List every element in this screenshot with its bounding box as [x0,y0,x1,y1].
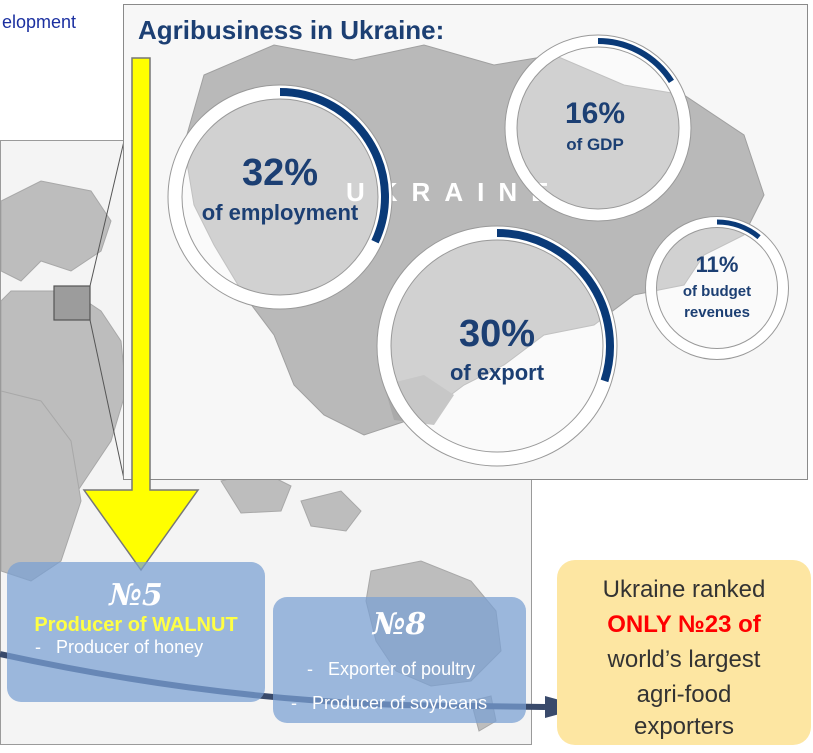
stat-budget-label-2: revenues [684,304,750,321]
ring-arc-gdp [597,38,674,84]
soybeans-item: - Producer of soybeans [291,693,488,713]
stat-export-label: of export [449,360,545,385]
ranking-line-3: world’s largest [607,646,761,673]
honey-item: - Producer of honey [35,637,204,657]
ring-outline-budget [645,216,789,360]
stat-employment-label: of employment [201,200,359,225]
ring-outline-gdp [504,34,692,222]
yellow-arrow [82,57,200,572]
ring-inner-employment [181,98,379,296]
stat-budget-label-1: of budget [682,283,752,300]
poultry-box: №8 - Exporter of poultry - Producer of s… [273,597,526,723]
ukraine-highlight-rect [53,285,91,321]
ring-outline-employment [167,84,393,310]
ring-arc-export [496,229,614,383]
ring-inner-gdp [516,46,680,210]
stat-export-value: 30% [458,313,536,355]
stat-employment-value: 32% [241,152,319,194]
soybeans-item-text: Producer of soybeans [312,693,488,713]
rank-8: №8 [372,607,427,642]
ring-inner-budget [656,227,778,349]
stat-budget-value: 11% [695,252,739,277]
rank-5: №5 [109,578,163,613]
panel-title: Agribusiness in Ukraine: [138,15,445,45]
ring-inner-export [390,239,604,453]
poultry-item: - Exporter of poultry [307,659,476,679]
ring-arc-employment [279,88,389,244]
ranking-line-1: Ukraine ranked [602,576,766,603]
ranking-line-4: agri-food [636,681,732,708]
zoom-line-bottom [89,319,125,480]
honey-item-text: Producer of honey [56,637,204,657]
ranking-box: Ukraine ranked ONLY №23 of world’s large… [557,560,811,745]
walnut-headline: Producer of WALNUT [34,614,238,636]
poultry-item-text: Exporter of poultry [328,659,476,679]
stat-gdp-value: 16% [564,97,626,130]
ranking-line-5: exporters [633,713,735,740]
top-left-text: elopment [2,12,77,32]
ring-arc-budget [716,219,761,240]
zoom-line-top [89,141,125,287]
ranking-highlight: ONLY №23 of [607,611,761,638]
ring-outline-export [376,225,618,467]
stat-gdp-label: of GDP [566,135,624,154]
walnut-box: №5 Producer of WALNUT - Producer of hone… [7,562,265,702]
